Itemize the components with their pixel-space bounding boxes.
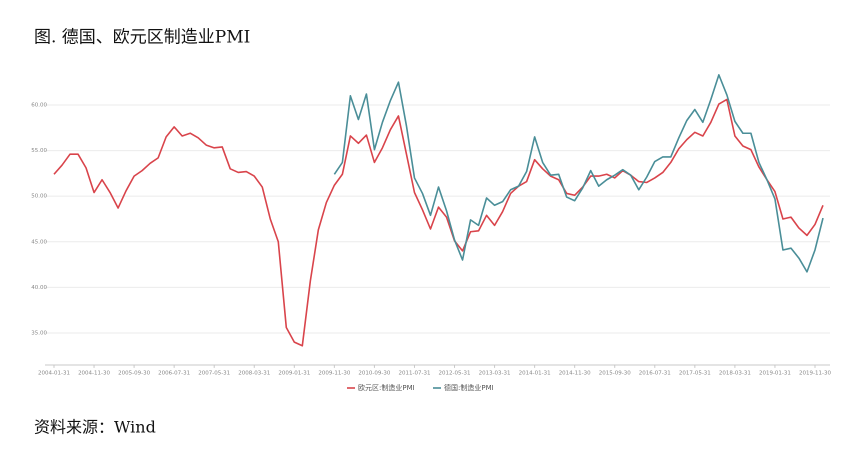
x-tick-label: 2009-01-31 [278,370,310,376]
x-tick-label: 2011-07-31 [398,370,430,376]
x-tick-label: 2010-09-30 [358,370,390,376]
y-tick-label: 45.00 [31,239,47,245]
x-tick-label: 2006-07-31 [158,370,190,376]
x-tick-label: 2005-09-30 [118,370,150,376]
x-tick-label: 2013-03-31 [479,370,511,376]
series-line [333,74,824,273]
y-tick-label: 35.00 [31,330,47,336]
x-tick-label: 2017-05-31 [679,370,711,376]
x-tick-label: 2014-11-30 [559,370,591,376]
y-tick-label: 40.00 [31,285,47,291]
x-tick-label: 2012-05-31 [439,370,471,376]
series-line [53,98,824,347]
y-tick-label: 50.00 [31,194,47,200]
legend-label: 德国:制造业PMI [444,383,494,392]
legend-label: 欧元区:制造业PMI [358,383,415,392]
x-tick-label: 2007-05-31 [198,370,230,376]
x-tick-label: 2019-11-30 [799,370,831,376]
x-tick-label: 2008-03-31 [238,370,270,376]
x-tick-label: 2004-11-30 [78,370,110,376]
x-tick-label: 2014-01-31 [519,370,551,376]
x-tick-label: 2018-03-31 [719,370,751,376]
x-tick-label: 2015-09-30 [599,370,631,376]
y-tick-label: 55.00 [31,148,47,154]
x-tick-label: 2016-07-31 [639,370,671,376]
x-tick-label: 2004-01-31 [38,370,70,376]
y-tick-label: 60.00 [31,102,47,108]
chart-title: 图. 德国、欧元区制造业PMI [34,28,250,48]
x-tick-label: 2009-11-30 [318,370,350,376]
x-tick-label: 2019-01-31 [759,370,791,376]
source-note: 资料来源：Wind [34,418,156,437]
